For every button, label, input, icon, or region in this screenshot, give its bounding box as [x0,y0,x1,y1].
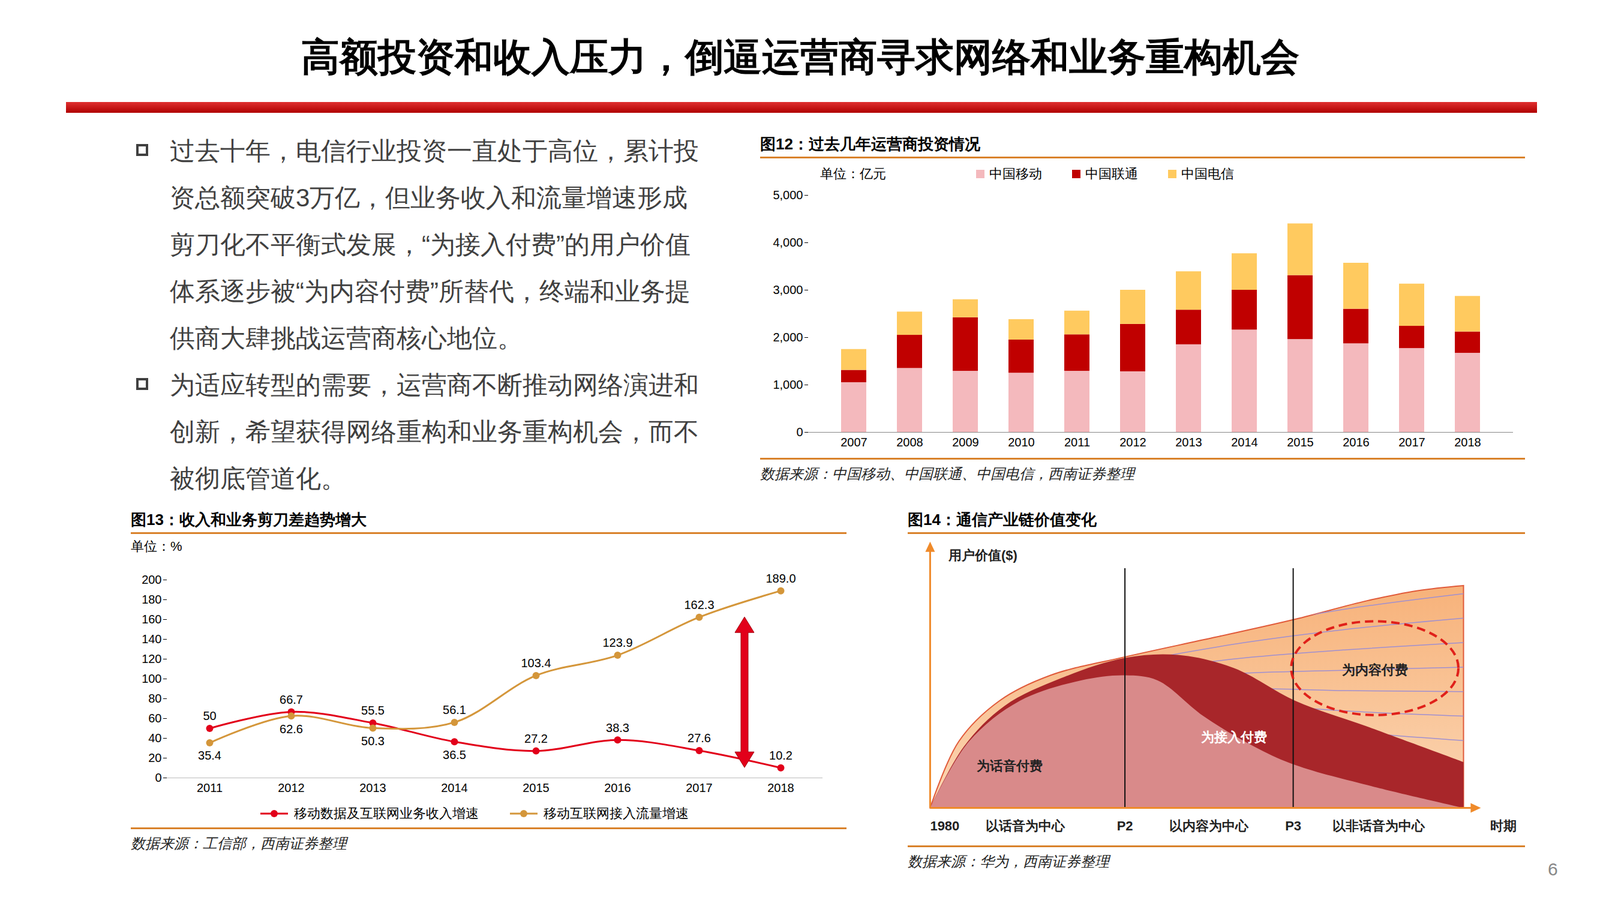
html-text:数据来源：华为，西南证券整理: 数据来源：华为，西南证券整理 [907,853,1110,870]
svg-text:120: 120 [141,652,162,666]
svg-text:1980: 1980 [929,818,960,834]
svg-text:以非话音为中心: 以非话音为中心 [1332,818,1426,834]
svg-text:2015: 2015 [522,781,550,795]
svg-text:2015: 2015 [1286,435,1314,449]
svg-text:50.3: 50.3 [361,734,385,748]
html-text:移动数据及互联网业务收入增速: 移动数据及互联网业务收入增速 [293,805,479,821]
svg-text:2014: 2014 [1231,435,1259,449]
html-text:中国电信: 中国电信 [1181,166,1235,182]
svg-text:5,000: 5,000 [772,188,803,202]
svg-text:以话音为中心: 以话音为中心 [985,818,1066,834]
svg-text:2010: 2010 [1007,435,1035,449]
svg-text:2011: 2011 [196,781,223,795]
html-text:图14：通信产业链价值变化: 图14：通信产业链价值变化 [907,510,1097,529]
svg-text:2,000: 2,000 [772,330,803,344]
svg-text:P3: P3 [1285,818,1302,834]
svg-text:10.2: 10.2 [769,748,793,762]
svg-text:123.9: 123.9 [602,635,633,650]
svg-text:36.5: 36.5 [442,748,467,762]
html-text:数据来源：中国移动、中国联通、中国电信，西南证券整理: 数据来源：中国移动、中国联通、中国电信，西南证券整理 [760,465,1135,482]
html-text:数据来源：工信部，西南证券整理: 数据来源：工信部，西南证券整理 [130,835,347,852]
svg-text:2009: 2009 [952,435,980,449]
html-text:图13：收入和业务剪刀差趋势增大: 图13：收入和业务剪刀差趋势增大 [130,510,367,529]
svg-text:2007: 2007 [840,435,868,449]
svg-text:160: 160 [141,612,162,626]
svg-text:62.6: 62.6 [279,722,303,736]
html-text:中国移动: 中国移动 [989,166,1043,182]
svg-text:2014: 2014 [440,781,468,795]
svg-text:2011: 2011 [1064,435,1091,449]
html-text:单位：亿元: 单位：亿元 [820,166,887,182]
svg-text:以内容为中心: 以内容为中心 [1169,818,1250,834]
svg-text:2016: 2016 [604,781,632,795]
svg-text:2018: 2018 [767,781,795,795]
svg-text:20: 20 [148,751,162,765]
svg-text:56.1: 56.1 [442,703,467,717]
svg-text:时期: 时期 [1490,818,1517,834]
svg-text:55.5: 55.5 [361,703,385,717]
svg-text:35.4: 35.4 [197,748,222,762]
svg-text:为接入付费: 为接入付费 [1201,729,1268,745]
svg-text:140: 140 [141,632,162,646]
svg-text:27.2: 27.2 [524,731,548,746]
html-text:中国联通: 中国联通 [1085,166,1139,182]
html-text:高额投资和收入压力，倒逼运营商寻求网络和业务重构机会: 高额投资和收入压力，倒逼运营商寻求网络和业务重构机会 [300,35,1300,79]
svg-text:2013: 2013 [1175,435,1203,449]
svg-text:50: 50 [202,709,216,723]
svg-text:2012: 2012 [1119,435,1147,449]
html-text:移动互联网接入流量增速: 移动互联网接入流量增速 [543,805,689,821]
svg-text:27.6: 27.6 [687,731,711,745]
svg-text:2018: 2018 [1454,435,1482,449]
svg-text:2013: 2013 [359,781,387,795]
svg-text:100: 100 [141,671,162,686]
svg-text:4,000: 4,000 [772,235,803,249]
svg-text:103.4: 103.4 [520,656,551,670]
html-text:过去十年，电信行业投资一直处于高位，累计投资总额突破3万亿，: 过去十年，电信行业投资一直处于高位，累计投资总额突破3万亿，但业务收入和流量增速… [169,136,699,353]
svg-text:80: 80 [148,691,162,705]
svg-text:200: 200 [141,572,162,587]
svg-text:2012: 2012 [277,781,305,795]
svg-text:0: 0 [154,770,162,785]
svg-text:1,000: 1,000 [772,377,803,392]
svg-text:189.0: 189.0 [765,571,796,585]
html-text:图12：过去几年运营商投资情况: 图12：过去几年运营商投资情况 [760,134,981,153]
svg-text:为话音付费: 为话音付费 [976,758,1043,774]
svg-text:0: 0 [796,425,803,439]
svg-text:P2: P2 [1117,818,1134,834]
svg-text:180: 180 [141,592,162,606]
svg-text:2017: 2017 [685,781,713,795]
html-text:单位：%: 单位：% [130,538,183,554]
svg-text:66.7: 66.7 [279,692,303,707]
svg-text:用户价值($): 用户价值($) [947,547,1018,563]
svg-text:2016: 2016 [1342,435,1370,449]
svg-text:3,000: 3,000 [772,283,803,297]
svg-text:60: 60 [148,711,162,725]
svg-text:为内容付费: 为内容付费 [1342,662,1409,678]
svg-text:2008: 2008 [896,435,924,449]
svg-text:38.3: 38.3 [605,721,630,735]
html-text:为适应转型的需要，运营商不断推动网络演进和创新，希望获得网络: 为适应转型的需要，运营商不断推动网络演进和创新，希望获得网络重构和业务重构机会，… [169,370,699,493]
svg-text:2017: 2017 [1398,435,1426,449]
svg-text:162.3: 162.3 [683,598,714,612]
svg-text:40: 40 [148,731,162,745]
html-text:6: 6 [1547,859,1558,879]
